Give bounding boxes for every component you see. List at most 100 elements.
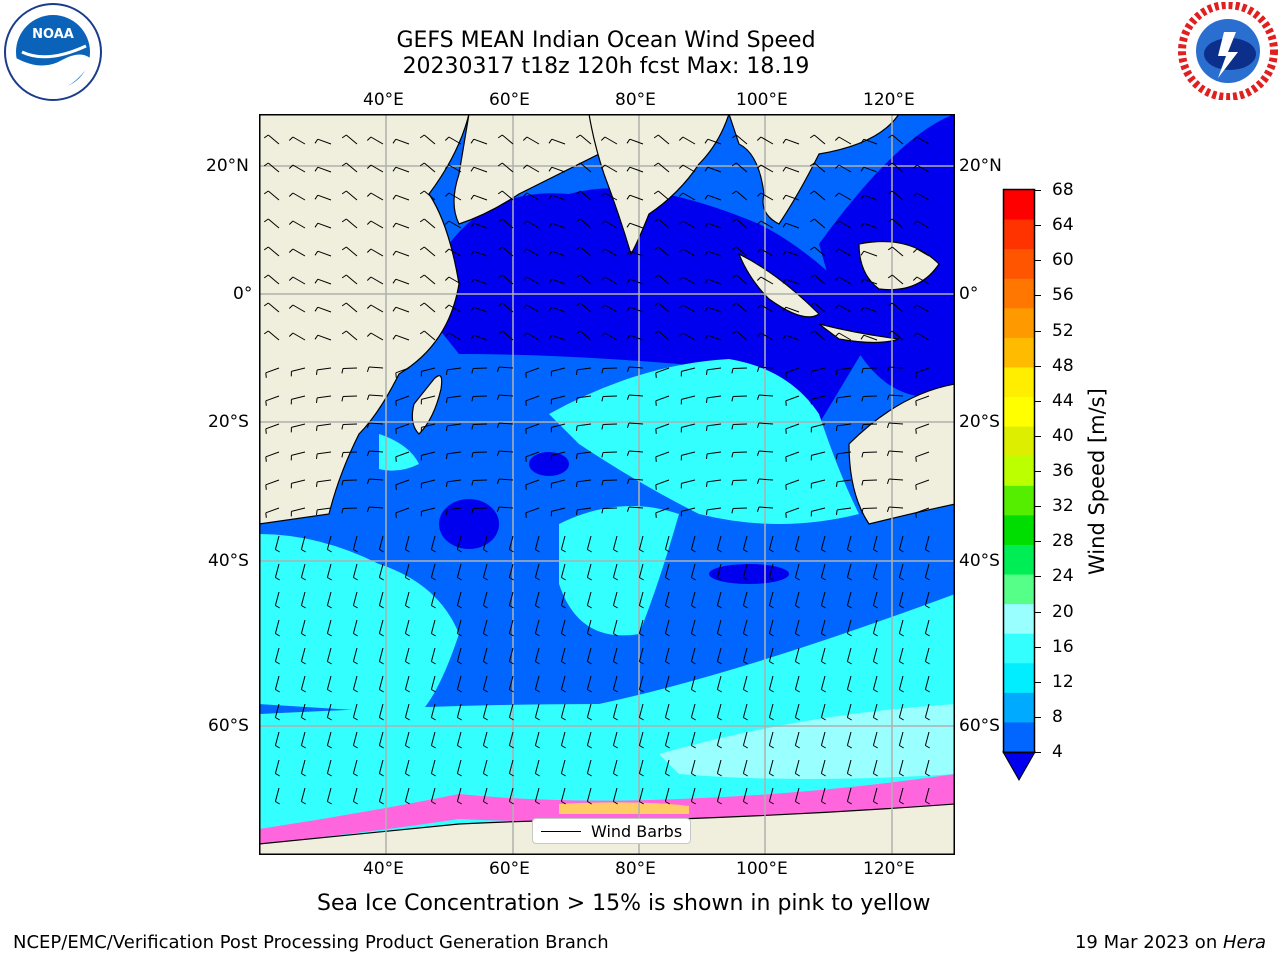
- wind-barb-flag: [601, 508, 604, 514]
- wind-barb-flag: [834, 164, 840, 169]
- wind-barb: [664, 591, 670, 606]
- wind-barb-flag: [601, 396, 604, 402]
- wind-barb: [657, 162, 670, 173]
- wind-barb-flag: [886, 422, 890, 428]
- wind-barb: [534, 647, 540, 662]
- wind-barb-flag: [525, 428, 527, 434]
- wind-barb-flag: [497, 162, 503, 167]
- wind-barb-flag: [600, 164, 606, 169]
- wind-barb: [586, 731, 592, 746]
- wind-barb-flag: [769, 801, 774, 805]
- wind-barb: [846, 703, 852, 718]
- wind-barb: [421, 451, 436, 456]
- wind-barb: [604, 136, 618, 145]
- wind-barb: [846, 647, 852, 662]
- wind-barb: [501, 218, 514, 229]
- wind-barb-flag: [483, 745, 488, 749]
- wind-barb-flag: [756, 332, 762, 337]
- wind-barb-flag: [717, 801, 722, 805]
- wind-barb: [267, 162, 280, 173]
- wind-barb-flag: [431, 773, 436, 777]
- wind-barb: [612, 591, 618, 606]
- wind-barb-flag: [522, 220, 528, 225]
- wind-barb: [300, 535, 306, 550]
- wind-barb-flag: [704, 166, 709, 172]
- wind-barb-flag: [653, 218, 659, 223]
- wind-barb-flag: [392, 250, 397, 256]
- wind-barb-flag: [366, 220, 372, 225]
- wind-barb-flag: [353, 773, 358, 777]
- wind-barb: [317, 138, 332, 145]
- wind-barb: [404, 787, 410, 802]
- wind-barb: [345, 330, 358, 341]
- wind-barb: [785, 507, 800, 514]
- wind-barb: [526, 248, 540, 257]
- wind-barb: [924, 731, 930, 746]
- wind-barb: [664, 535, 670, 550]
- wind-barb-flag: [899, 633, 904, 637]
- colorbar-frame: [1002, 188, 1036, 754]
- wind-barb: [551, 194, 566, 201]
- wind-barb: [577, 507, 592, 511]
- wind-barb-flag: [366, 304, 372, 309]
- wind-barb-flag: [509, 773, 514, 777]
- wind-barb-flag: [717, 773, 722, 777]
- wind-barb-flag: [366, 450, 370, 456]
- wind-barb: [586, 535, 592, 550]
- wind-barb: [508, 647, 514, 662]
- wind-barb: [813, 246, 826, 257]
- wind-barb: [760, 248, 774, 257]
- wind-barb-flag: [600, 192, 606, 197]
- land-sumatra: [737, 252, 820, 318]
- wind-barb-flag: [912, 220, 918, 225]
- wind-barb: [768, 703, 774, 718]
- wind-barb-flag: [678, 192, 684, 197]
- wind-barb: [291, 451, 306, 456]
- wind-barb: [794, 647, 800, 662]
- wind-barb-flag: [639, 577, 644, 581]
- wind-barb-flag: [626, 166, 631, 172]
- wind-barb: [838, 248, 852, 257]
- wind-barb-flag: [782, 138, 787, 144]
- wind-barb-flag: [809, 274, 815, 279]
- wind-barb: [342, 395, 358, 397]
- wind-barb-flag: [899, 577, 904, 581]
- wind-barb: [716, 647, 722, 662]
- wind-barb: [735, 134, 748, 145]
- wind-barb-flag: [873, 633, 878, 637]
- wind-barb-flag: [795, 661, 800, 665]
- lon-label-top-100E: 100°E: [736, 90, 788, 110]
- wind-barb-flag: [405, 773, 410, 777]
- wind-barb-flag: [314, 306, 319, 312]
- wind-barb-flag: [601, 368, 604, 374]
- wind-barb: [811, 423, 826, 428]
- wind-barb: [378, 535, 384, 550]
- wind-barb: [508, 759, 514, 774]
- wind-barb: [690, 787, 696, 802]
- wind-barb: [891, 246, 904, 257]
- wind-barb: [811, 507, 826, 512]
- wind-barb-flag: [457, 801, 462, 805]
- wind-barb: [265, 367, 280, 374]
- wind-barb: [837, 507, 852, 511]
- wind-barb: [690, 703, 696, 718]
- wind-barb-flag: [548, 278, 553, 284]
- wind-barb-flag: [587, 689, 592, 693]
- wind-barb: [501, 330, 514, 341]
- wind-barb-flag: [395, 400, 397, 406]
- wind-barb: [612, 647, 618, 662]
- wind-barb-flag: [899, 801, 904, 805]
- wind-barb: [378, 675, 384, 690]
- wind-barb-flag: [782, 166, 787, 172]
- wind-barb-flag: [782, 194, 787, 200]
- wind-barb: [586, 619, 592, 634]
- wind-barb: [638, 647, 644, 662]
- wind-barb: [368, 422, 384, 425]
- wind-barb-flag: [600, 276, 606, 281]
- wind-barb-flag: [341, 330, 347, 335]
- wind-barb: [447, 507, 462, 511]
- wind-barb-flag: [535, 801, 540, 805]
- wind-barb: [813, 162, 826, 173]
- wind-barb: [526, 136, 540, 145]
- wind-barb: [690, 759, 696, 774]
